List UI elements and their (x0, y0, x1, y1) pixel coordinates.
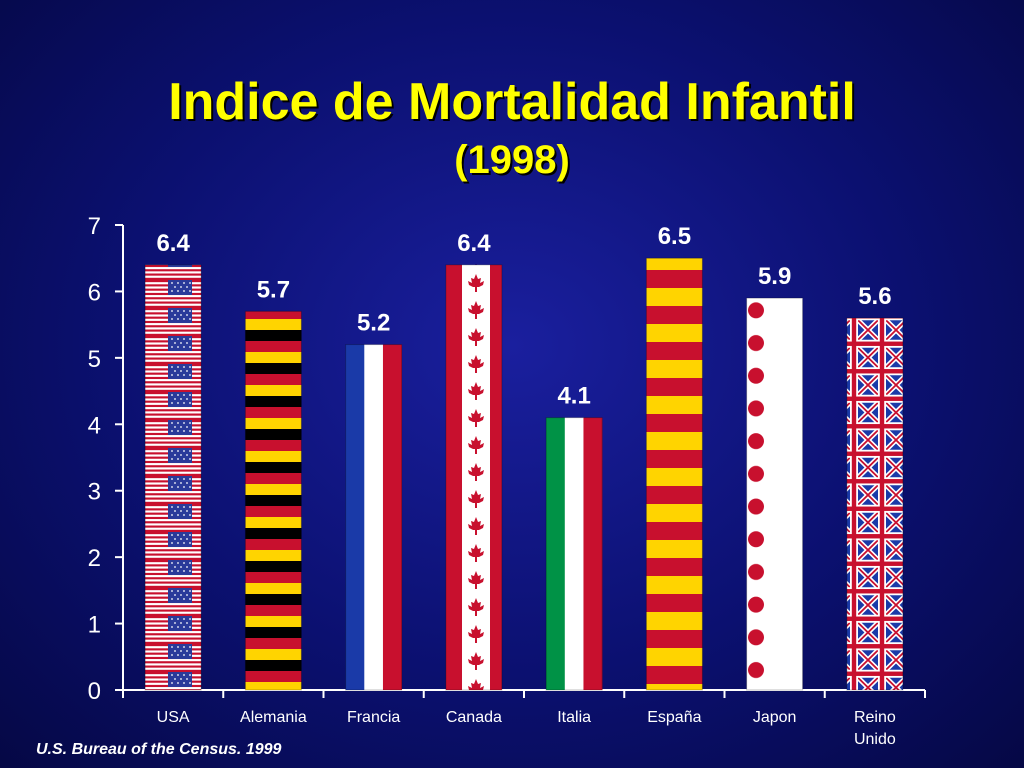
x-tick-label: Japon (753, 709, 797, 726)
chart-title: Indice de Mortalidad Infantil (168, 73, 856, 131)
y-tick-label: 6 (88, 279, 101, 306)
chart-labels: 6.4 USA 5.7 Alemania 5.2 Francia 6.4 Canada 4.1 I… (156, 223, 895, 748)
source-note: U.S. Bureau of the Census. 1999 (36, 741, 282, 758)
bar-rect (145, 264, 202, 690)
bar-stripe (583, 417, 603, 690)
data-label: 4.1 (557, 383, 590, 410)
bar-usa (144, 264, 202, 691)
chart-axes: 0 1 2 3 4 5 6 7 (88, 213, 926, 705)
data-label: 6.5 (658, 223, 691, 250)
bar-germany (244, 310, 302, 691)
bar-stripe (345, 344, 365, 690)
bar-outline (746, 297, 804, 691)
x-tick-label: Francia (347, 709, 400, 726)
bar-stripe (564, 417, 584, 690)
bar-rect (746, 298, 803, 690)
y-tick-label: 7 (88, 213, 101, 240)
x-tick-label: España (647, 709, 701, 726)
y-tick-label: 1 (88, 612, 101, 639)
bar-uk (846, 317, 904, 691)
x-tick-label: Italia (557, 709, 591, 726)
bar-outline (445, 264, 503, 691)
y-tick-label: 3 (88, 479, 101, 506)
bar-spain (645, 257, 703, 691)
bar-rect (445, 264, 502, 690)
y-tick-label: 4 (88, 412, 101, 439)
y-tick-label: 2 (88, 545, 101, 572)
bar-stripe (382, 344, 402, 690)
bar-france (345, 344, 403, 691)
bar-stripe (364, 344, 384, 690)
data-label: 6.4 (156, 230, 190, 257)
data-label: 5.9 (758, 263, 791, 290)
x-tick-label: Reino Unido (854, 709, 896, 748)
data-label: 5.2 (357, 310, 390, 337)
bar-rect (245, 311, 302, 690)
bar-outline (545, 417, 603, 691)
x-tick-label: USA (157, 709, 190, 726)
bar-italy (545, 417, 603, 691)
bar-canada (445, 264, 503, 691)
chart-bars (144, 257, 904, 691)
data-label: 6.4 (457, 230, 491, 257)
bar-outline (244, 310, 302, 691)
bar-rect (646, 258, 703, 690)
y-tick-label: 0 (88, 678, 101, 705)
x-tick-label: Canada (446, 709, 502, 726)
bar-outline (144, 264, 202, 691)
x-tick-label: Alemania (240, 709, 307, 726)
bar-rect (846, 318, 903, 690)
data-label: 5.6 (858, 283, 891, 310)
bar-outline (846, 317, 904, 691)
bar-japan (746, 297, 804, 691)
bar-outline (645, 257, 703, 691)
data-label: 5.7 (257, 276, 290, 303)
chart-subtitle: (1998) (454, 138, 570, 182)
y-tick-label: 5 (88, 346, 101, 373)
bar-outline (345, 344, 403, 691)
bar-stripe (546, 417, 566, 690)
